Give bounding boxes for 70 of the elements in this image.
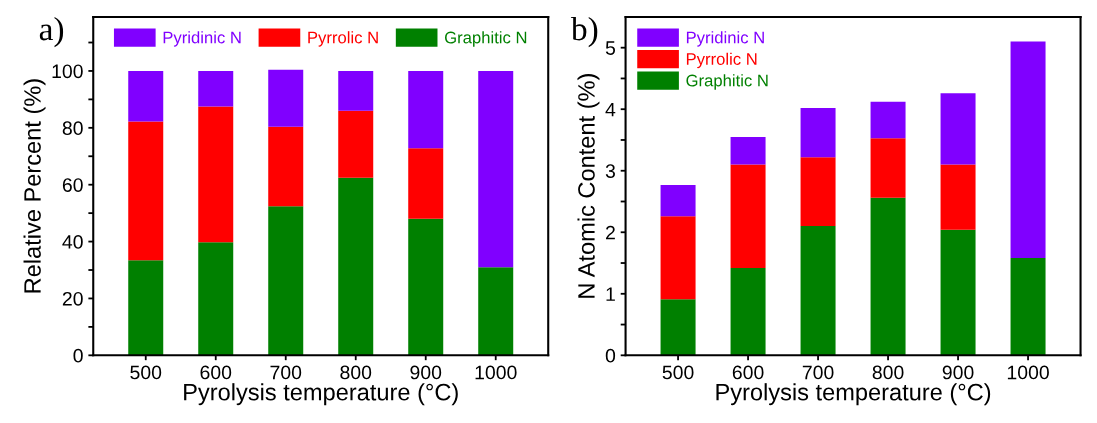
y-tick-label: 0	[605, 348, 616, 363]
bar	[940, 164, 976, 230]
bar	[338, 177, 374, 356]
bar	[198, 242, 234, 356]
bar	[870, 138, 906, 198]
bar	[268, 69, 304, 127]
y-tick-label: 60	[62, 178, 83, 192]
x-tick-label: 1000	[1007, 365, 1049, 380]
bar	[730, 136, 766, 165]
bar	[128, 260, 164, 356]
y-tick-label: 3	[605, 164, 615, 178]
y-tick-label: 0	[73, 348, 83, 363]
x-tick-label: 800	[340, 365, 372, 380]
bar	[408, 148, 444, 219]
y-tick-label: 2	[606, 225, 615, 240]
bar	[730, 164, 766, 268]
x-tick-label: 500	[130, 365, 162, 380]
bar	[268, 126, 304, 207]
legend-label: Graphitic N	[445, 31, 527, 47]
y-tick-label: 4	[605, 102, 616, 117]
x-tick-label: 900	[410, 365, 442, 380]
chart-title: b)	[570, 16, 598, 48]
y-axis-title: Relative Percent (%)	[23, 79, 46, 293]
bar	[660, 299, 696, 356]
x-tick-label: 600	[732, 365, 764, 380]
bar	[128, 121, 164, 261]
bar	[198, 106, 234, 243]
bar	[800, 107, 836, 158]
y-tick-label: 100	[52, 64, 83, 79]
y-tick-label: 20	[62, 291, 83, 306]
bar	[870, 197, 906, 356]
bar	[660, 216, 696, 300]
bar	[730, 267, 766, 356]
bar	[128, 70, 164, 122]
y-tick-label: 1	[606, 287, 615, 301]
bar	[940, 229, 976, 356]
bar	[408, 70, 444, 149]
x-tick-label: 500	[662, 365, 694, 380]
legend-label: Pyrrolic N	[686, 52, 757, 69]
x-tick-label: 600	[200, 365, 232, 380]
y-tick-label: 40	[62, 235, 83, 249]
bar	[268, 206, 304, 356]
bar	[198, 70, 234, 107]
x-tick-label: 1000	[475, 365, 517, 380]
legend-label: Pyridinic N	[163, 31, 241, 47]
bar	[338, 110, 374, 178]
bar	[1010, 258, 1046, 356]
x-axis-title: Pyrolysis temperature (°C)	[716, 383, 991, 406]
bar	[478, 70, 514, 268]
y-tick-label: 5	[605, 41, 616, 55]
y-axis-title: N Atomic Content (%)	[577, 74, 600, 298]
bar	[408, 218, 444, 356]
bar	[800, 157, 836, 227]
bar	[478, 267, 514, 356]
legend-label: Pyrrolic N	[308, 31, 378, 47]
x-tick-label: 700	[270, 365, 302, 380]
bar	[940, 93, 976, 165]
bar	[1010, 41, 1046, 259]
x-axis-title: Pyrolysis temperature (°C)	[184, 383, 458, 406]
bar	[870, 101, 906, 139]
bar	[338, 70, 374, 111]
text: Pyridinic N	[686, 31, 764, 47]
bar	[800, 226, 836, 356]
chart-title: a)	[39, 16, 64, 48]
x-tick-label: 900	[942, 365, 974, 380]
x-tick-label: 800	[872, 365, 904, 380]
y-tick-label: 80	[62, 121, 83, 136]
x-tick-label: 700	[802, 365, 834, 380]
bar	[660, 184, 696, 217]
legend-label: Graphitic N	[686, 74, 768, 90]
